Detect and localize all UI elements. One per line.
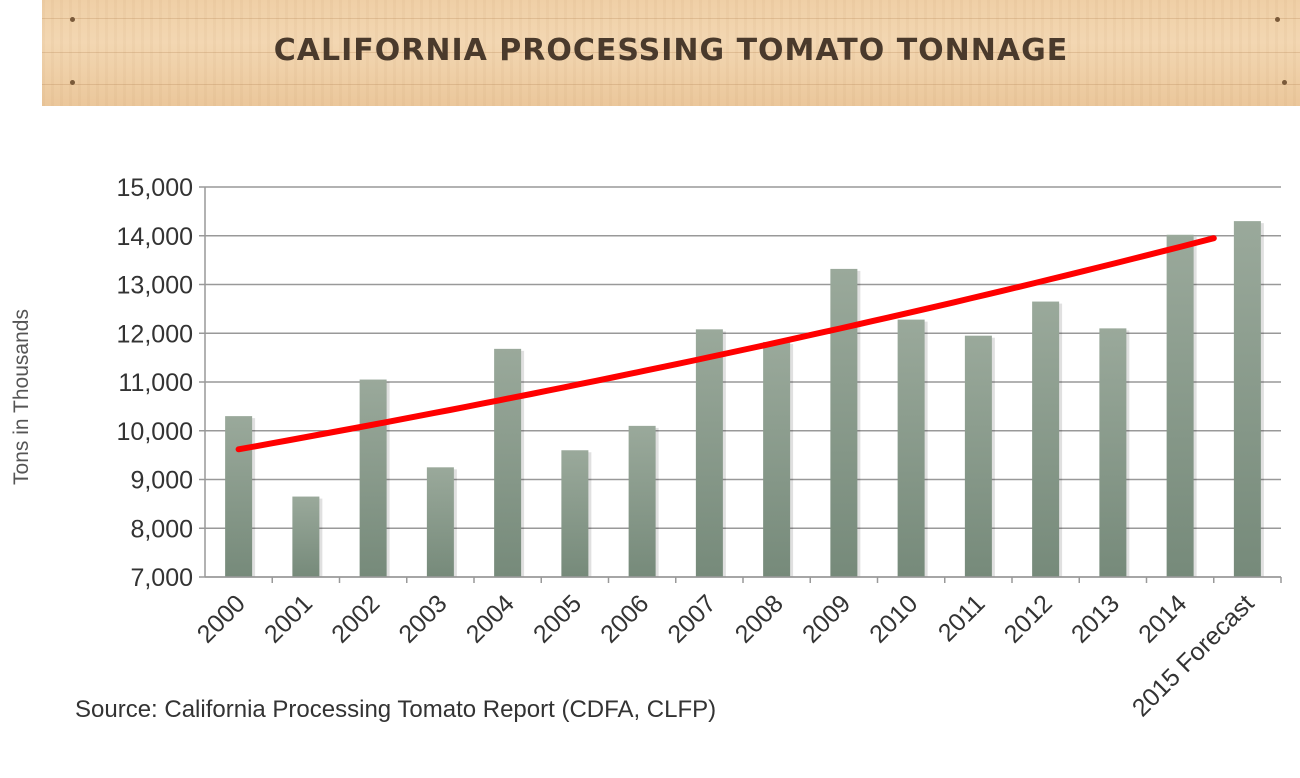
bar: [292, 496, 320, 577]
title-banner: CALIFORNIA PROCESSING TOMATO TONNAGE: [42, 0, 1300, 106]
trendline: [235, 235, 1217, 453]
chart-title: CALIFORNIA PROCESSING TOMATO TONNAGE: [273, 33, 1069, 68]
bar: [830, 268, 858, 577]
bar: [359, 379, 387, 577]
y-tick-label: 11,000: [118, 369, 193, 397]
bar: [1166, 234, 1194, 577]
x-tick-label: 2000: [192, 589, 251, 648]
x-tick-label: 2004: [461, 589, 520, 648]
y-tick-label: 10,000: [117, 418, 193, 446]
bar: [695, 329, 723, 577]
x-tick-label: 2007: [662, 589, 721, 648]
bar: [964, 335, 992, 577]
y-tick-label: 15,000: [117, 174, 193, 202]
bar: [1233, 221, 1261, 577]
x-tick-label: 2014: [1133, 589, 1192, 648]
x-tick-label: 2009: [797, 589, 856, 648]
y-tick-label: 8,000: [130, 515, 193, 543]
y-tick-label: 7,000: [130, 564, 193, 592]
nail-icon: [1282, 80, 1287, 85]
x-tick-label: 2011: [933, 589, 991, 647]
x-tick-label: 2012: [999, 589, 1058, 648]
y-tick-label: 14,000: [117, 223, 193, 251]
nail-icon: [70, 17, 75, 22]
y-axis-label: Tons in Thousands: [10, 309, 33, 485]
nail-icon: [1275, 17, 1280, 22]
x-tick-label: 2002: [326, 589, 385, 648]
x-tick-label: 2006: [595, 589, 654, 648]
y-tick-label: 12,000: [117, 320, 193, 348]
x-tick-label: 2001: [259, 589, 318, 648]
bar: [225, 416, 253, 577]
bar: [897, 319, 925, 577]
x-tick-label: 2005: [528, 589, 587, 648]
x-tick-label: 2008: [730, 589, 789, 648]
nail-icon: [70, 80, 75, 85]
bar: [1032, 301, 1060, 577]
bar: [763, 342, 791, 577]
bar: [628, 425, 656, 577]
x-tick-label: 2010: [864, 589, 923, 648]
source-note: Source: California Processing Tomato Rep…: [75, 696, 717, 723]
bar: [494, 348, 522, 577]
bar: [1099, 328, 1127, 577]
bar: [561, 450, 589, 577]
bar: [426, 467, 454, 577]
y-tick-label: 9,000: [130, 467, 193, 495]
y-tick-label: 13,000: [117, 272, 193, 300]
x-tick-label: 2003: [393, 589, 452, 648]
x-tick-label: 2015 Forecast: [1127, 589, 1260, 722]
x-tick-label: 2013: [1066, 589, 1125, 648]
